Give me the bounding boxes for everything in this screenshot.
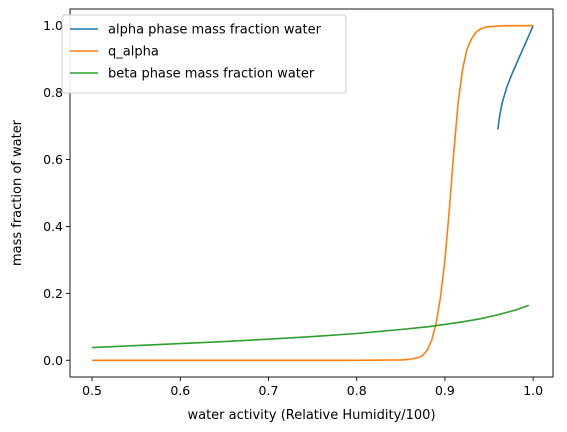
y-tick-label: 0.8: [43, 85, 63, 100]
x-tick-label: 0.8: [347, 383, 367, 398]
y-tick-label: 0.2: [43, 286, 63, 301]
x-tick-label: 0.9: [435, 383, 455, 398]
y-tick-label: 0.4: [43, 219, 63, 234]
legend: alpha phase mass fraction water q_alphabe…: [62, 15, 346, 93]
legend-entry-label: beta phase mass fraction water: [108, 67, 315, 82]
x-tick-label: 0.7: [259, 383, 279, 398]
x-tick-label: 0.5: [82, 383, 102, 398]
y-tick-label: 1.0: [43, 18, 63, 33]
y-axis-label: mass fraction of water: [10, 119, 25, 266]
legend-entry-label: q_alpha: [108, 45, 159, 60]
y-tick-label: 0.0: [43, 353, 63, 368]
y-tick-label: 0.6: [43, 152, 63, 167]
x-tick-label: 0.6: [170, 383, 190, 398]
x-axis-label: water activity (Relative Humidity/100): [187, 408, 435, 423]
x-tick-label: 1.0: [523, 383, 543, 398]
legend-entry-label: alpha phase mass fraction water: [108, 23, 322, 38]
